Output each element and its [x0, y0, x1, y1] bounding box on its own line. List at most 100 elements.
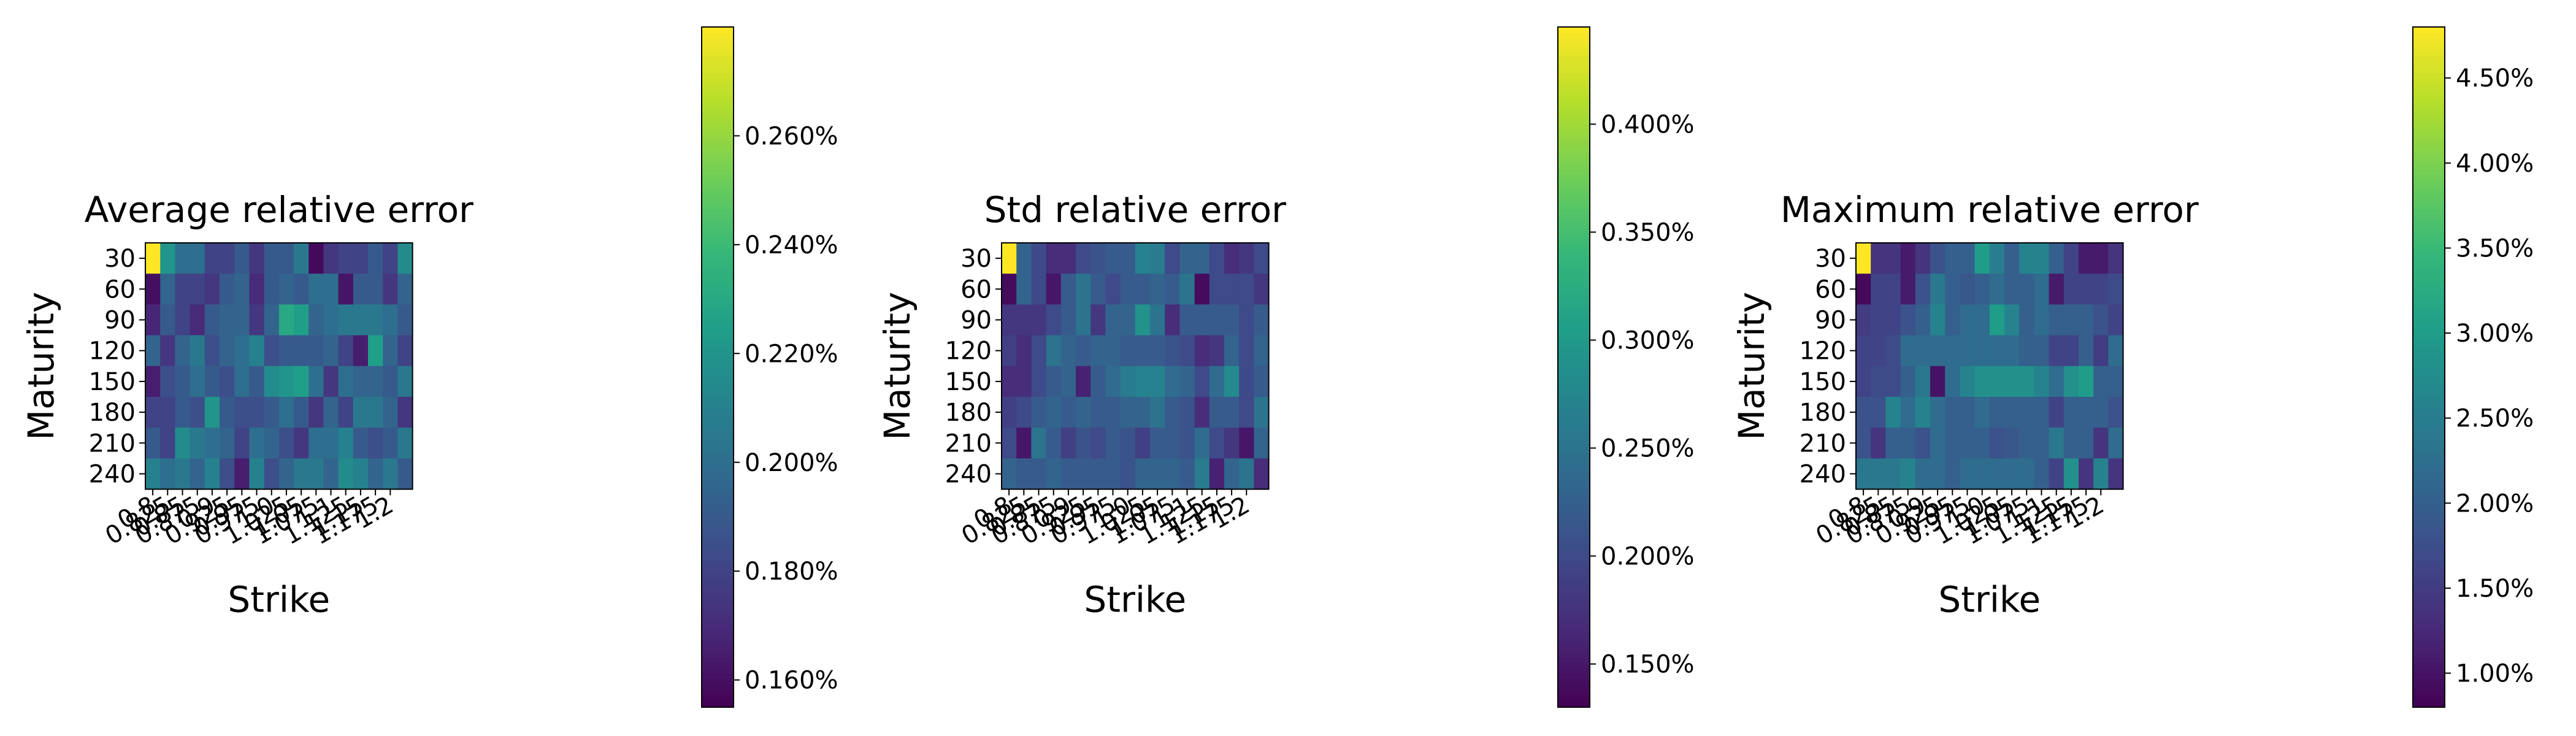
colorbar-segment — [1558, 588, 1590, 594]
heatmap-cell — [1224, 458, 1240, 490]
colorbar-segment — [1558, 361, 1590, 368]
heatmap-cell — [2004, 304, 2020, 336]
heatmap-cell — [1031, 304, 1047, 336]
heatmap-cell — [1194, 274, 1210, 305]
heatmap-cell — [1930, 304, 1945, 336]
colorbar-segment — [1558, 650, 1590, 657]
heatmap-cell — [1224, 304, 1240, 336]
colorbar-segment — [702, 554, 734, 561]
colorbar-segment — [702, 610, 734, 617]
colorbar-segment — [702, 520, 734, 527]
heatmap-cell — [368, 304, 383, 336]
colorbar-segment — [1558, 645, 1590, 651]
colorbar-segment — [2413, 458, 2445, 464]
colorbar-segment — [2413, 650, 2445, 657]
colorbar-segment — [702, 361, 734, 368]
heatmap-cell — [1856, 366, 1871, 397]
colorbar-segment — [702, 101, 734, 107]
colorbar-segment — [702, 491, 734, 498]
colorbar-segment — [1558, 486, 1590, 493]
heatmap-cell — [353, 335, 369, 367]
x-tick-labels: 0.80.8250.850.8750.90.9250.950.9751.01.0… — [101, 489, 398, 551]
y-tick-label: 60 — [104, 275, 136, 304]
colorbar-segment — [2413, 293, 2445, 300]
colorbar-tick-label: 0.240% — [745, 231, 838, 259]
colorbar-segment — [1558, 520, 1590, 527]
colorbar-segment — [1558, 480, 1590, 487]
heatmap-cell — [368, 366, 383, 397]
heatmap-cell — [249, 243, 265, 274]
heatmap-cell — [2079, 335, 2094, 367]
heatmap-cell — [1856, 243, 1871, 274]
colorbar-tick-label: 4.50% — [2456, 64, 2534, 93]
heatmap-cell — [1046, 274, 1062, 305]
heatmap-cell — [2093, 243, 2109, 274]
heatmap-cell — [1254, 427, 1270, 459]
heatmap-cell — [2019, 366, 2034, 397]
heatmap-cell — [368, 427, 383, 459]
colorbar-segment — [2413, 491, 2445, 498]
heatmap-cells — [1001, 242, 1270, 490]
colorbar-segment — [702, 356, 734, 362]
colorbar-segment — [702, 66, 734, 73]
heatmap-cell — [2004, 397, 2020, 428]
colorbar-segment — [2413, 185, 2445, 192]
heatmap-cell — [234, 458, 250, 490]
heatmap-cell — [1989, 397, 2005, 428]
colorbar-segment — [2413, 384, 2445, 391]
colorbar-segment — [1558, 236, 1590, 243]
colorbar-segment — [702, 475, 734, 481]
colorbar-segment — [2413, 554, 2445, 561]
heatmap-cell — [145, 243, 161, 274]
heatmap-cell — [1060, 397, 1076, 428]
colorbar-segment — [2413, 559, 2445, 566]
heatmap-cell — [397, 335, 413, 367]
heatmap-cell — [383, 458, 398, 490]
heatmap-cell — [2079, 304, 2094, 336]
heatmap-cell — [1915, 397, 1931, 428]
heatmap-cell — [1960, 458, 1976, 490]
colorbar-segment — [1558, 49, 1590, 56]
colorbar-segment — [2413, 208, 2445, 215]
colorbar-segment — [2413, 639, 2445, 646]
colorbar-segment — [2413, 627, 2445, 634]
colorbar-segment — [1558, 27, 1590, 34]
heatmap-cell — [309, 304, 324, 336]
heatmap-cell — [2034, 304, 2050, 336]
colorbar-segment — [2413, 594, 2445, 600]
colorbar-segment — [2413, 356, 2445, 362]
heatmap-cell — [1165, 335, 1180, 367]
heatmap-cell — [1915, 366, 1931, 397]
colorbar-segment — [1558, 548, 1590, 555]
heatmap-cell — [1046, 243, 1062, 274]
colorbar-segment — [1558, 288, 1590, 294]
heatmap-cell — [1002, 304, 1017, 336]
heatmap-cell — [220, 304, 235, 336]
heatmap-cell — [2049, 366, 2064, 397]
heatmap-cell — [2063, 397, 2079, 428]
colorbar-segment — [702, 446, 734, 453]
heatmap-cell — [1254, 335, 1270, 367]
heatmap-cell — [1091, 458, 1106, 490]
colorbar-segment — [2413, 446, 2445, 453]
heatmap-cell — [145, 458, 161, 490]
heatmap-cell — [175, 335, 191, 367]
heatmap-cell — [1060, 304, 1076, 336]
colorbar-segment — [2413, 310, 2445, 317]
heatmap-cell — [2079, 366, 2094, 397]
colorbar-segment — [1558, 282, 1590, 288]
colorbar-segment — [702, 27, 734, 34]
colorbar-segment — [2413, 327, 2445, 334]
heatmap-cell — [1974, 397, 1990, 428]
colorbar-segment — [2413, 78, 2445, 85]
heatmap-cell — [1209, 304, 1225, 336]
heatmap-cell — [338, 335, 354, 367]
colorbar-segment — [2413, 678, 2445, 685]
heatmap-cell — [2079, 243, 2094, 274]
heatmap-cell — [175, 427, 191, 459]
heatmap-cell — [220, 243, 235, 274]
colorbar-segment — [2413, 435, 2445, 442]
heatmap-cell — [1105, 397, 1121, 428]
colorbar-tick-label: 2.50% — [2456, 405, 2534, 433]
colorbar-segment — [702, 259, 734, 266]
